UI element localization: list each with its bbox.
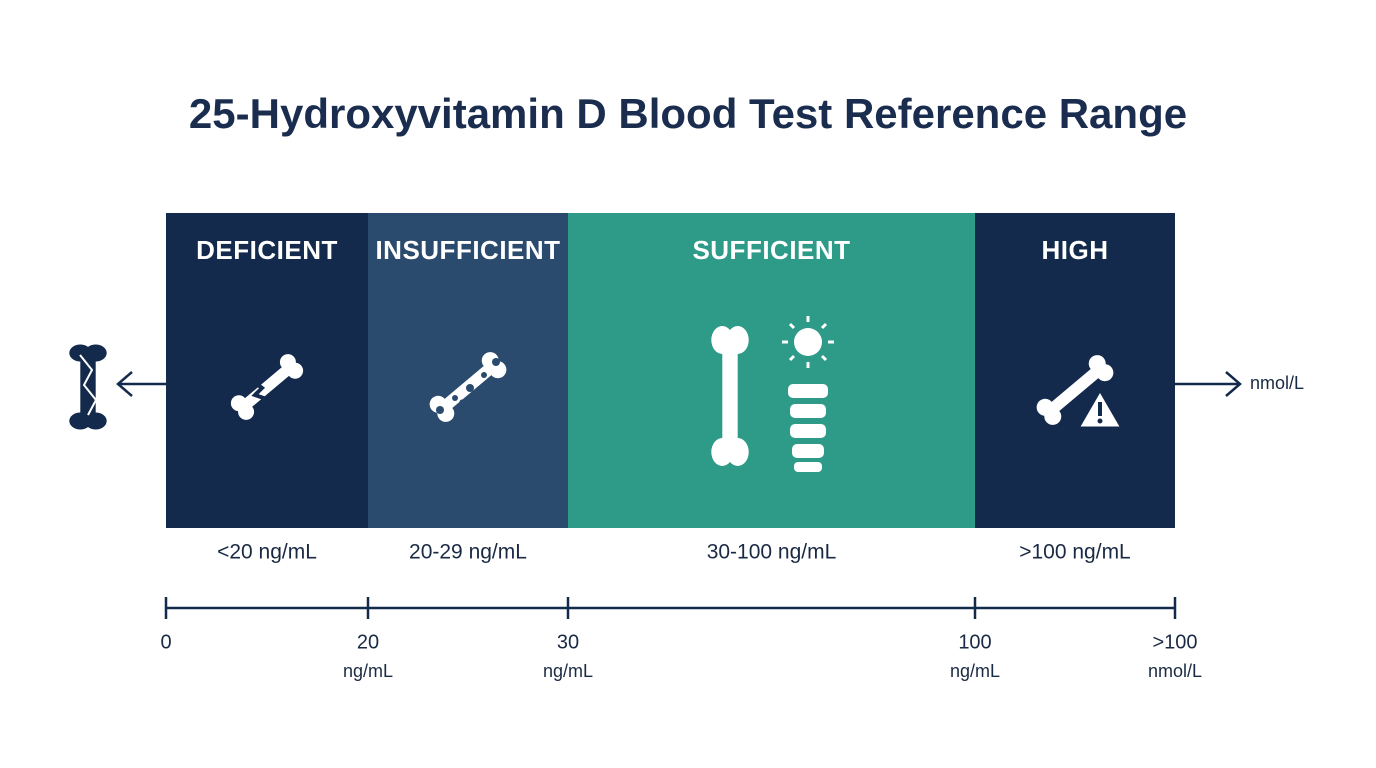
segment-range: <20 ng/mL [217,541,317,564]
tick-label: 30 [557,631,579,653]
segment-label: DEFICIENT [196,235,338,265]
tick-label: 20 [357,631,379,653]
segment [975,213,1175,528]
segment-label: HIGH [1042,235,1109,265]
arrows [116,371,1242,397]
segment-label: SUFFICIENT [692,235,850,265]
segment [166,213,368,528]
axis-unit: nmol/L [1250,373,1304,393]
tick-label: >100 [1152,631,1197,653]
segment-range: 30-100 ng/mL [707,541,837,564]
icon-high-bone [1033,351,1125,430]
tick-unit: ng/mL [950,661,1000,681]
segment-label: INSUFFICIENT [375,235,560,265]
segment [568,213,975,528]
segment-range: >100 ng/mL [1019,541,1131,564]
icon-left-bone [69,344,107,430]
icon-broken-bone [227,350,307,424]
tick-unit: nmol/L [1148,661,1202,681]
segment [368,213,568,528]
ticks: 0 20 ng/mL 30 ng/mL 100 ng/mL >100 nmol/L [160,597,1202,681]
segments: DEFICIENT <20 ng/mL INSUFFICIENT 20-29 ng/m… [166,213,1175,564]
tick-unit: ng/mL [543,661,593,681]
tick-label: 0 [160,631,171,653]
tick-unit: ng/mL [343,661,393,681]
icon-porous-bone [426,348,511,426]
title: 25-Hydroxyvitamin D Blood Test Reference… [189,90,1187,137]
segment-range: 20-29 ng/mL [409,541,527,564]
tick-label: 100 [958,631,991,653]
icon-healthy-bone [711,316,834,472]
